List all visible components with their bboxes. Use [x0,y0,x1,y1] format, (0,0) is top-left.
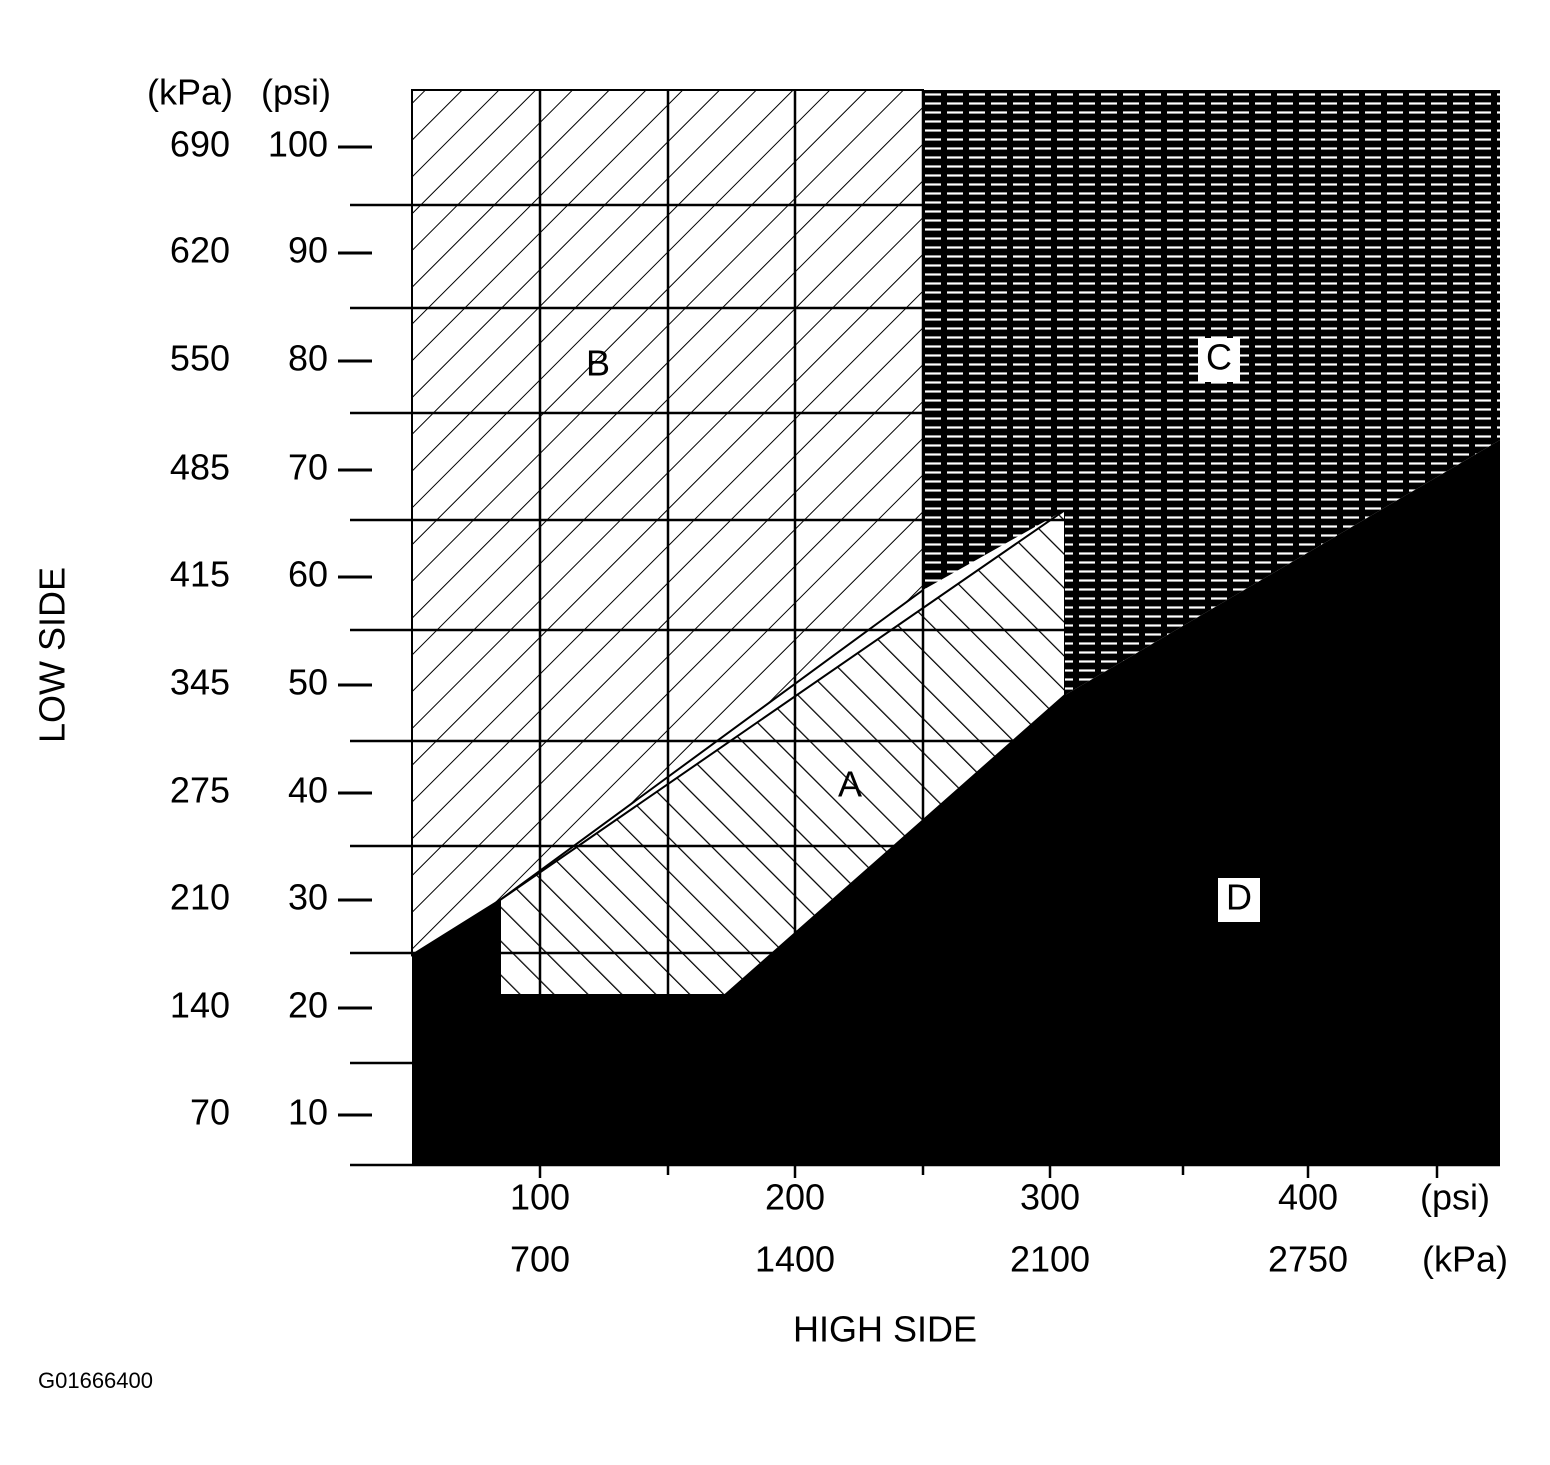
region-c [923,90,1500,695]
kpa-tick-label: 345 [170,662,230,703]
psi-tick-label: 70 [288,447,328,488]
psi-tick-label: 90 [288,230,328,271]
kpa-tick-label: 700 [510,1239,570,1280]
kpa-tick-label: 620 [170,230,230,271]
region-label: A [838,764,862,805]
kpa-tick-label: 415 [170,554,230,595]
region-label: C [1206,337,1232,378]
kpa-tick-label: 210 [170,877,230,918]
kpa-tick-label: 2750 [1268,1239,1348,1280]
kpa-tick-label: 690 [170,124,230,165]
kpa-tick-label: 485 [170,447,230,488]
kpa-unit: (kPa) [147,72,233,113]
psi-tick-label: 40 [288,770,328,811]
psi-tick-label: 100 [510,1177,570,1218]
region-d [412,440,1500,1165]
psi-tick-label: 100 [268,124,328,165]
region-label: D [1226,877,1252,918]
psi-tick-label: 80 [288,338,328,379]
psi-tick-label: 400 [1278,1177,1338,1218]
kpa-tick-label: 140 [170,985,230,1026]
y-axis-title: LOW SIDE [32,567,73,743]
kpa-tick-label: 275 [170,770,230,811]
x-axis-title: HIGH SIDE [793,1309,977,1350]
psi-tick-label: 50 [288,662,328,703]
label-box-d [1218,878,1260,922]
psi-unit: (psi) [1420,1177,1490,1218]
psi-tick-label: 10 [288,1092,328,1133]
kpa-tick-label: 70 [190,1092,230,1133]
label-box-c [1198,338,1240,382]
region-label: B [586,343,610,384]
kpa-tick-label: 550 [170,338,230,379]
psi-tick-label: 30 [288,877,328,918]
kpa-tick-label: 2100 [1010,1239,1090,1280]
kpa-unit: (kPa) [1422,1239,1508,1280]
axis-lines [350,1163,1500,1178]
psi-tick-label: 200 [765,1177,825,1218]
kpa-tick-label: 1400 [755,1239,835,1280]
psi-tick-label: 20 [288,985,328,1026]
psi-unit: (psi) [261,72,331,113]
figure-id: G01666400 [38,1368,153,1393]
psi-tick-label: 300 [1020,1177,1080,1218]
psi-tick-label: 60 [288,554,328,595]
